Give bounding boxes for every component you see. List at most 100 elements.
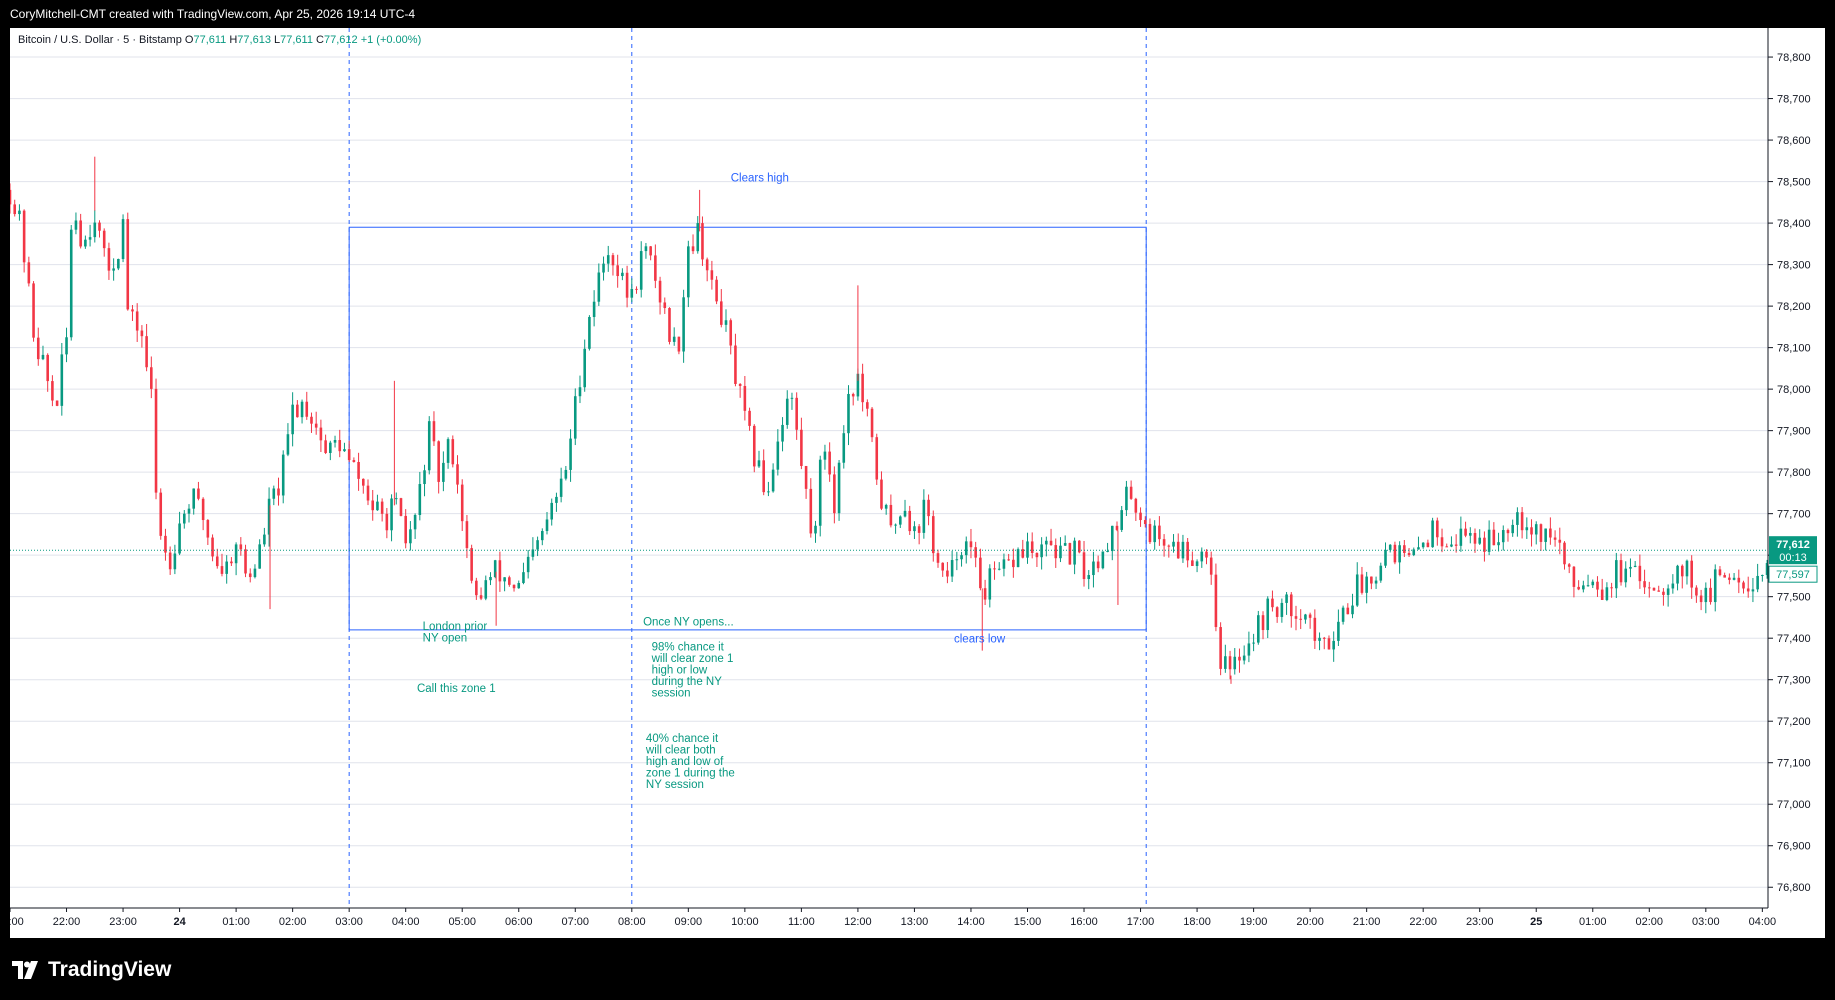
candle-body [1068, 543, 1072, 565]
price-tick-label: 78,200 [1777, 301, 1811, 313]
candle-body [112, 268, 115, 271]
time-tick-label: 23:00 [1466, 916, 1494, 928]
candle-body [936, 553, 940, 563]
candle-body [1252, 642, 1255, 644]
candle-body [1304, 614, 1307, 620]
legend-high-label: H [229, 34, 238, 46]
candle-body [889, 504, 893, 526]
candle-body [1501, 530, 1505, 543]
candle-body [65, 337, 68, 355]
candle-body [842, 433, 846, 463]
candle-body [310, 416, 313, 424]
candle-body [456, 464, 459, 485]
candle-body [1129, 486, 1133, 499]
candle-body [272, 488, 276, 499]
time-tick-label: 20:00 [1296, 916, 1324, 928]
zone-rectangle [348, 226, 1147, 631]
price-tick-label: 77,900 [1777, 426, 1811, 438]
candle-body [192, 488, 196, 509]
tradingview-logo[interactable]: TradingView [12, 958, 171, 982]
candle-body [286, 434, 290, 455]
candle-body [800, 429, 803, 466]
candle-body [512, 584, 516, 589]
candle-body [470, 548, 473, 581]
candle-body [1600, 589, 1604, 600]
candle-body [1709, 587, 1712, 603]
price-chart[interactable]: 78,800 78,700 78,600 78,500 78,400 78,300 78,2… [0, 28, 1825, 938]
candle-body [997, 568, 1001, 570]
candle-body [1483, 537, 1486, 552]
price-tick-label: 78,400 [1777, 218, 1811, 230]
candle-body [1106, 551, 1109, 553]
time-tick-label: 24 [173, 916, 186, 928]
price-tick-label: 78,300 [1777, 260, 1811, 272]
candle-body [1713, 569, 1717, 603]
time-tick-label: 11:00 [788, 916, 815, 928]
candle-body [1318, 637, 1321, 641]
candle-body [729, 320, 733, 346]
candle-body [263, 534, 266, 545]
candle-body [1440, 537, 1444, 547]
candle-body [748, 410, 751, 426]
annotation-zone-1: Call this zone 1 [417, 683, 496, 695]
annotation-40-chance: high and low of [646, 756, 724, 768]
time-tick-label: 19:00 [1240, 916, 1268, 928]
price-tick-label: 78,600 [1777, 135, 1811, 147]
candle-body [1685, 560, 1689, 577]
price-tick-label: 78,100 [1777, 343, 1811, 355]
candle-body [569, 438, 572, 470]
tradingview-logo-icon [12, 961, 38, 979]
candle-body [187, 508, 191, 514]
candle-body [333, 440, 337, 443]
candle-body [131, 309, 134, 312]
candle-body [357, 461, 360, 479]
candle-body [493, 560, 497, 578]
candle-body [894, 524, 897, 526]
candle-body [1671, 583, 1675, 589]
candle-body [1497, 542, 1500, 546]
candle-body [974, 547, 977, 558]
candle-body [818, 459, 822, 526]
candle-body [126, 219, 130, 310]
candle-body [413, 514, 417, 530]
candle-body [517, 583, 521, 589]
legend-open: 77,611 [193, 34, 227, 46]
candle-body [526, 556, 530, 573]
candle-body [1308, 614, 1312, 618]
candle-body [1139, 512, 1142, 521]
time-tick-label: 08:00 [618, 916, 646, 928]
price-tick-label: 77,400 [1777, 633, 1811, 645]
candle-body [1289, 594, 1293, 617]
candle-body [1379, 565, 1383, 581]
candle-body [201, 498, 205, 521]
candle-body [230, 561, 233, 564]
annotation-clears-high: Clears high [731, 173, 789, 185]
candle-body [767, 491, 770, 493]
candle-body [1205, 551, 1208, 558]
annotation-98-chance: 98% chance it [652, 642, 725, 654]
price-tick-label: 77,100 [1777, 758, 1811, 770]
candle-body [903, 510, 907, 517]
time-tick-label: 25 [1530, 916, 1542, 928]
candle-body [423, 470, 426, 485]
candle-body [880, 479, 883, 509]
candle-body [277, 488, 280, 496]
time-tick-label: 06:00 [505, 916, 533, 928]
candle-body [498, 560, 502, 582]
time-tick-label: 01:00 [1579, 916, 1607, 928]
candle-body [705, 259, 709, 271]
candle-body [404, 515, 407, 544]
candle-body [950, 560, 954, 577]
candle-body [296, 404, 299, 418]
candle-body [508, 577, 511, 585]
candle-body [150, 367, 153, 389]
legend-high: 77,613 [237, 34, 271, 46]
candle-body [352, 460, 356, 462]
candle-body [366, 485, 370, 501]
price-tick-label: 78,700 [1777, 94, 1811, 106]
chart-area[interactable]: 78,800 78,700 78,600 78,500 78,400 78,300 78,2… [0, 28, 1825, 938]
annotation-98-chance: during the NY [652, 676, 723, 688]
candle-body [743, 385, 747, 411]
candle-body [1120, 510, 1123, 530]
bar-countdown: 00:13 [1779, 552, 1807, 564]
